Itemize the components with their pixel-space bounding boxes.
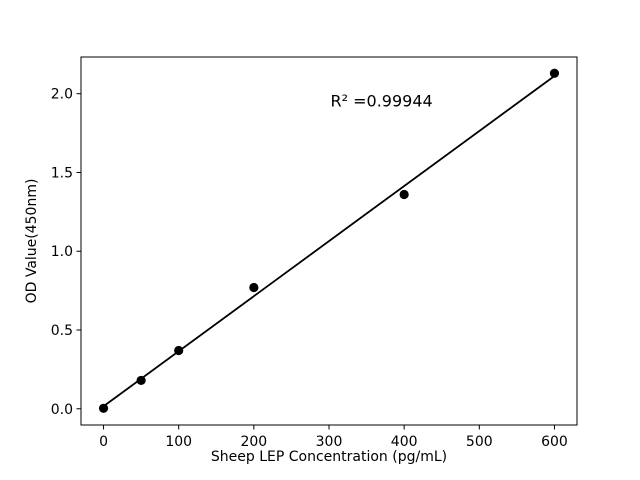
data-point (549, 68, 560, 78)
r-squared-annotation: R² =0.99944 (331, 92, 433, 111)
x-tick-label: 400 (391, 434, 418, 450)
x-tick-label: 0 (99, 434, 108, 450)
y-tick-label: 0.5 (51, 323, 73, 339)
x-axis-label: Sheep LEP Concentration (pg/mL) (211, 449, 447, 465)
data-point (98, 403, 109, 413)
data-point (249, 282, 259, 293)
y-tick-label: 2.0 (51, 87, 73, 103)
y-tick-label: 0.0 (51, 402, 73, 418)
x-tick-label: 300 (316, 434, 343, 450)
y-tick-label: 1.0 (51, 244, 73, 260)
x-tick-label: 100 (165, 434, 192, 450)
x-tick-label: 600 (541, 434, 568, 450)
data-point (136, 375, 146, 386)
x-tick-label: 500 (466, 434, 493, 450)
x-tick-label: 200 (240, 434, 267, 450)
data-point (399, 189, 409, 200)
y-tick-label: 1.5 (51, 165, 73, 181)
y-axis-label: OD Value(450nm) (24, 179, 40, 304)
data-point (174, 345, 184, 356)
